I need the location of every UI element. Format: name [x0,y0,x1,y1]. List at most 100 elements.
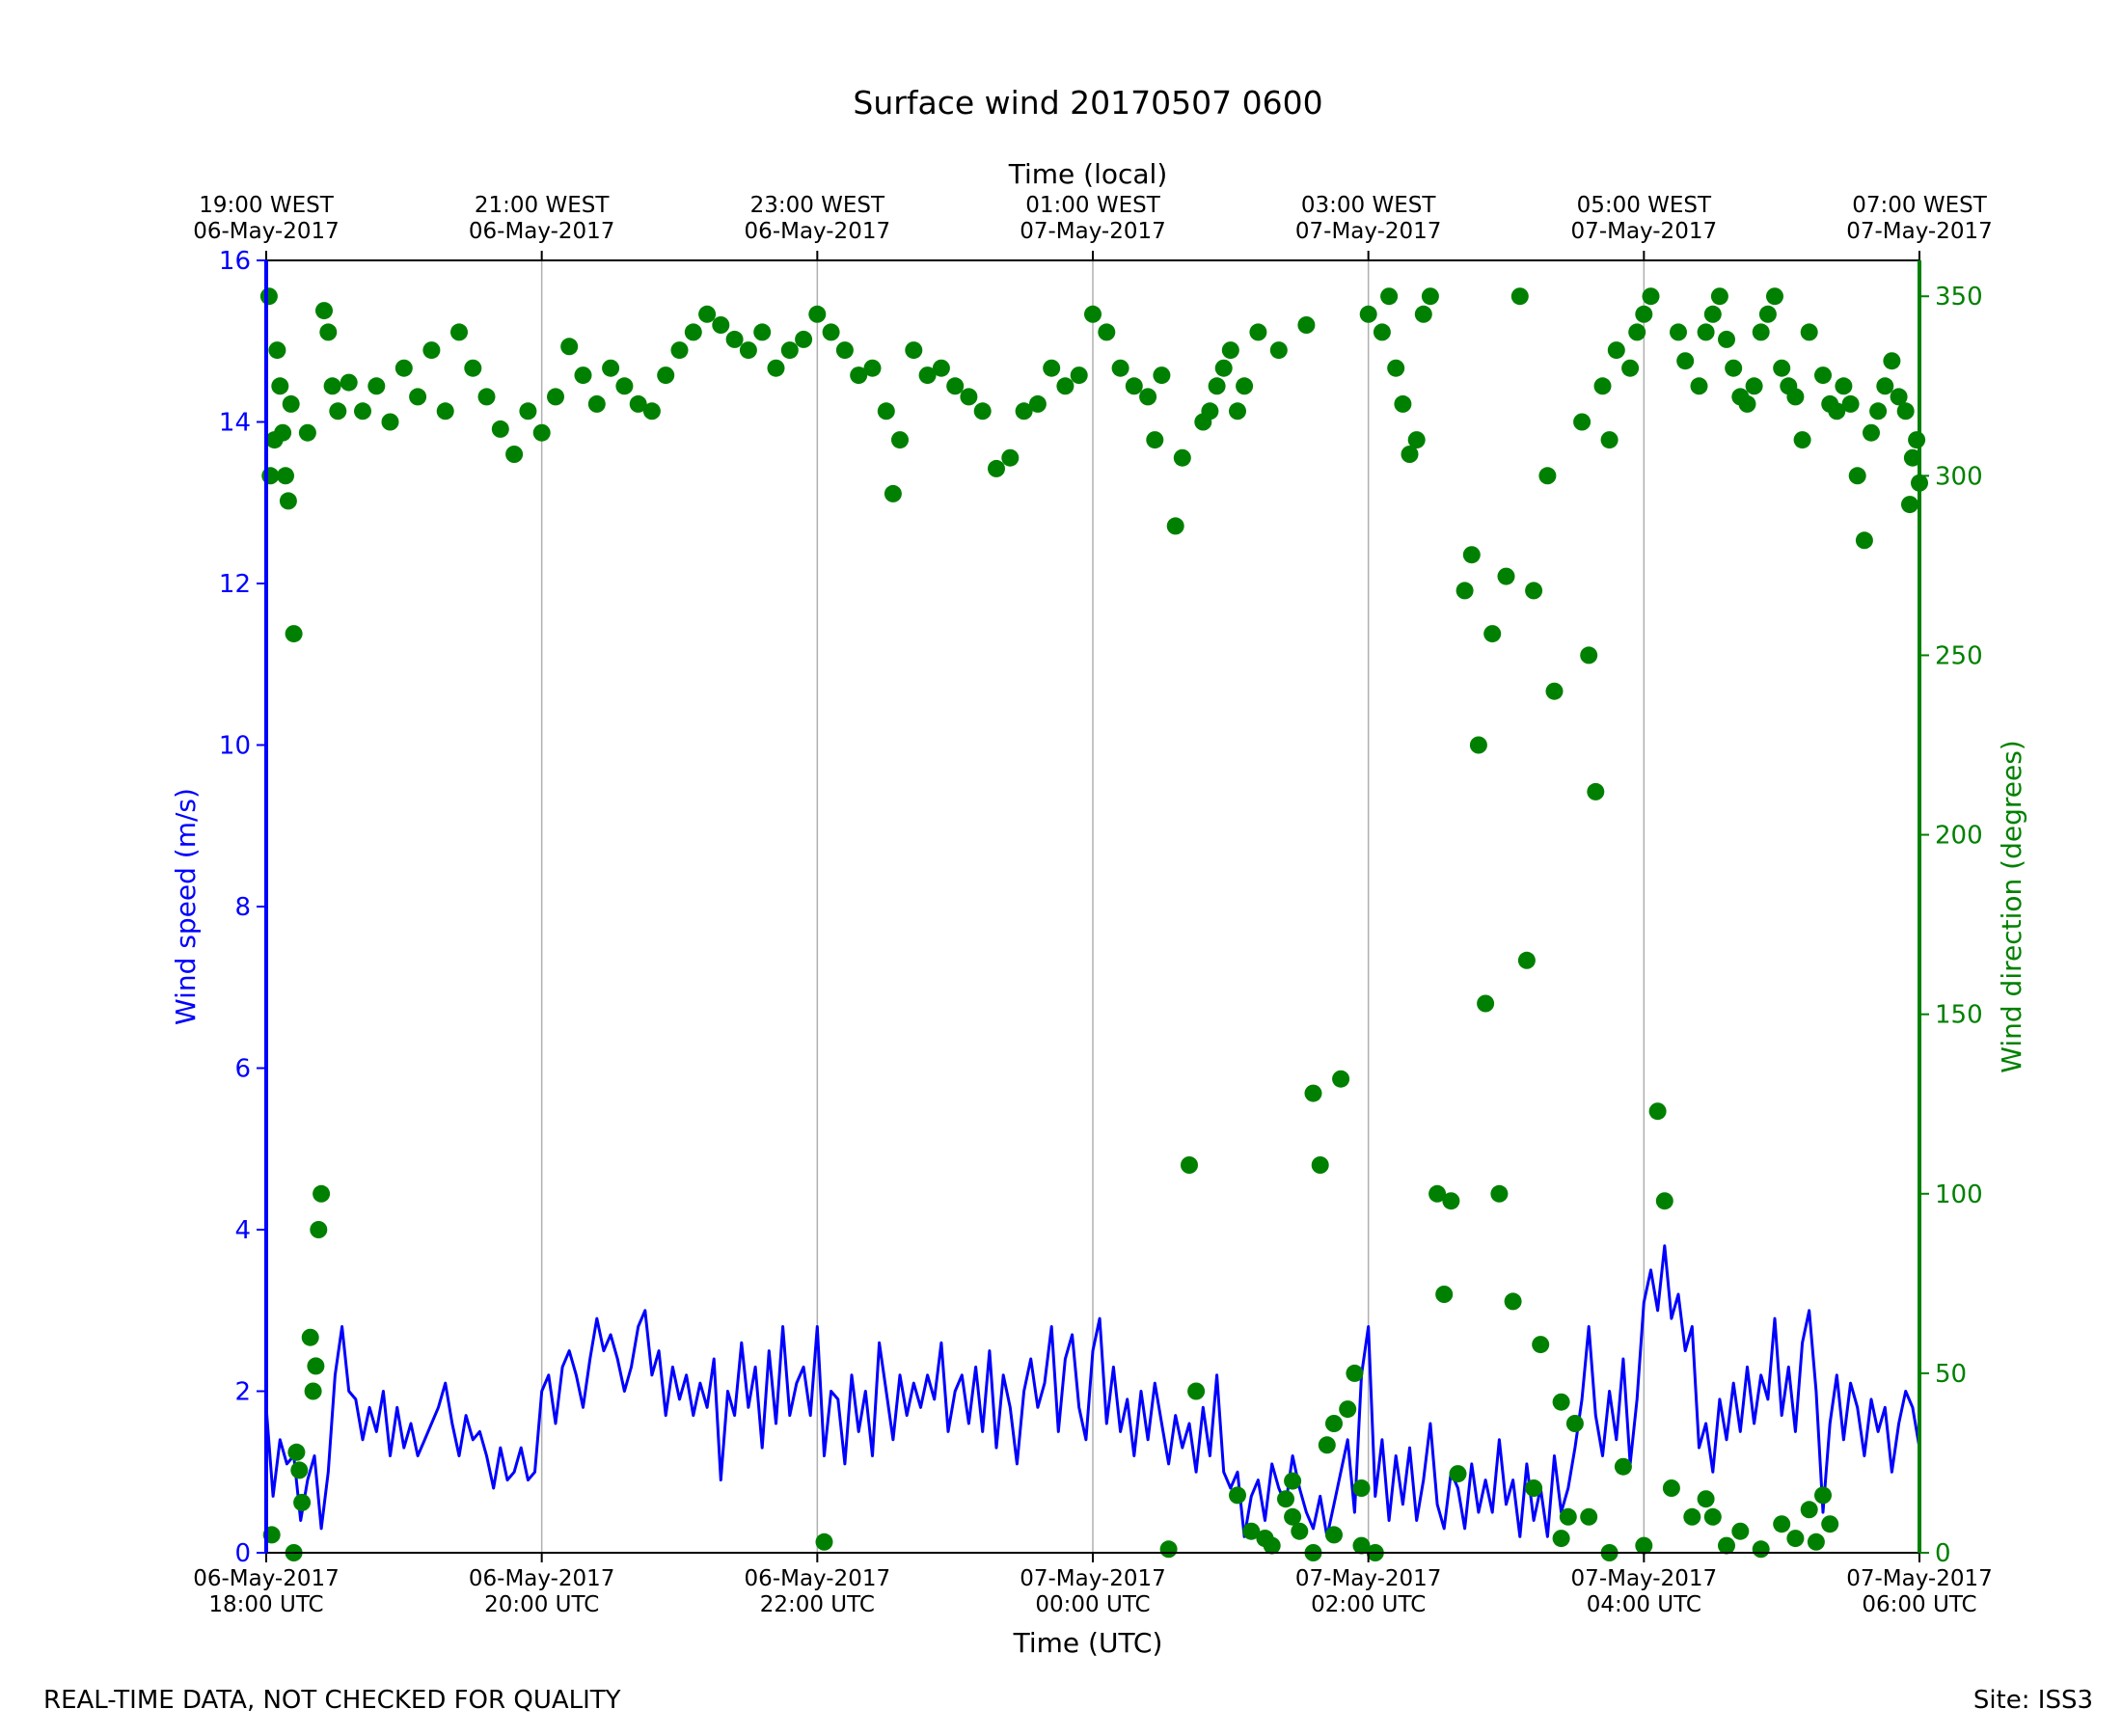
x-tick-label-top: 07-May-2017 [1571,219,1718,244]
wind-direction-point [1890,388,1908,406]
wind-direction-point [1001,448,1020,467]
wind-direction-point [1359,305,1377,323]
wind-direction-point [1229,1486,1246,1505]
wind-direction-point [1153,366,1171,385]
wind-direction-point [795,330,813,348]
wind-direction-point [1869,402,1888,420]
wind-direction-point [1662,1479,1680,1497]
wind-speed-line [264,1244,1921,1538]
wind-direction-point [1497,567,1515,585]
wind-direction-point [932,359,950,377]
wind-direction-point [884,484,902,502]
x-tick-label-bottom: 04:00 UTC [1587,1592,1701,1617]
wind-direction-point [1332,1070,1350,1088]
wind-direction-point [1552,1393,1570,1411]
y-tick-label-right: 200 [1935,822,1983,851]
direction-series [259,287,1928,1561]
wind-direction-point [315,302,333,320]
wind-direction-point [767,359,785,377]
wind-direction-point [1710,287,1728,306]
wind-direction-point [287,1443,306,1461]
wind-direction-point [1766,287,1783,306]
wind-direction-point [1394,394,1412,413]
y-tick-label-left: 10 [219,732,251,761]
wind-direction-point [1201,402,1219,420]
left-axis-label: Wind speed (m/s) [170,788,202,1025]
wind-direction-point [1525,582,1543,600]
wind-direction-point [780,341,799,360]
wind-direction-point [1352,1536,1371,1555]
wind-direction-point [946,377,965,395]
wind-direction-point [1814,1486,1832,1505]
wind-direction-point [319,323,338,341]
wind-direction-point [1863,423,1880,442]
wind-direction-point [1435,1286,1454,1303]
wind-direction-point [574,366,592,385]
wind-direction-point [1752,323,1770,341]
y-tick-label-left: 2 [234,1378,251,1407]
wind-direction-point [277,467,294,485]
wind-direction-point [340,373,358,392]
wind-direction-point [301,1328,319,1346]
wind-direction-point [1670,323,1687,341]
wind-direction-point [629,394,647,413]
wind-direction-point [1752,1540,1770,1559]
wind-direction-point [259,287,278,306]
wind-direction-point [1236,377,1254,395]
wind-direction-point [298,423,316,442]
y-tick-label-right: 350 [1935,283,1983,312]
wind-direction-point [1070,366,1088,385]
wind-direction-point [422,341,441,360]
wind-direction-point [1373,323,1391,341]
wind-direction-point [1676,352,1695,370]
wind-direction-point [615,377,634,395]
wind-direction-point [1098,323,1116,341]
wind-direction-point [1387,359,1405,377]
wind-direction-point [381,413,399,431]
wind-direction-point [1628,323,1646,341]
wind-direction-point [1284,1507,1302,1526]
wind-direction-point [1745,377,1763,395]
x-tick-label-bottom: 22:00 UTC [760,1592,875,1617]
wind-direction-point [918,366,937,385]
wind-direction-point [739,341,757,360]
wind-direction-point [973,402,992,420]
wind-direction-point [877,402,895,420]
x-tick-label-bottom: 06:00 UTC [1862,1592,1976,1617]
wind-direction-point [1607,341,1625,360]
wind-direction-point [1635,305,1653,323]
x-tick-label-bottom: 07-May-2017 [1295,1566,1442,1591]
wind-direction-point [1517,951,1536,969]
wind-direction-point [1146,431,1164,449]
wind-direction-point [1028,394,1047,413]
wind-direction-point [1738,394,1756,413]
wind-direction-point [657,366,675,385]
wind-direction-point [1510,287,1529,306]
x-tick-label-top: 07:00 WEST [1852,193,1987,218]
wind-direction-point [1697,1490,1715,1508]
wind-direction-point [560,338,579,356]
wind-direction-point [1855,531,1873,550]
wind-direction-point [394,359,413,377]
wind-direction-point [310,1221,328,1238]
wind-direction-point [1848,467,1866,485]
wind-direction-point [642,402,661,420]
wind-direction-point [1841,394,1860,413]
wind-direction-point [1325,1526,1343,1544]
wind-direction-point [1758,305,1777,323]
wind-direction-point [1159,1540,1178,1559]
wind-direction-point [1166,517,1184,535]
wind-direction-point [1084,305,1102,323]
wind-direction-point [1614,1457,1632,1476]
wind-direction-point [329,402,347,420]
wind-direction-point [1139,388,1157,406]
wind-direction-point [1552,1530,1570,1548]
wind-direction-point [1428,1184,1447,1203]
y-tick-label-left: 8 [234,893,251,922]
x-tick-label-top: 01:00 WEST [1025,193,1160,218]
wind-direction-point [698,305,717,323]
wind-direction-point [1442,1192,1460,1210]
wind-direction-point [1635,1536,1653,1555]
wind-direction-point [1731,1522,1750,1540]
